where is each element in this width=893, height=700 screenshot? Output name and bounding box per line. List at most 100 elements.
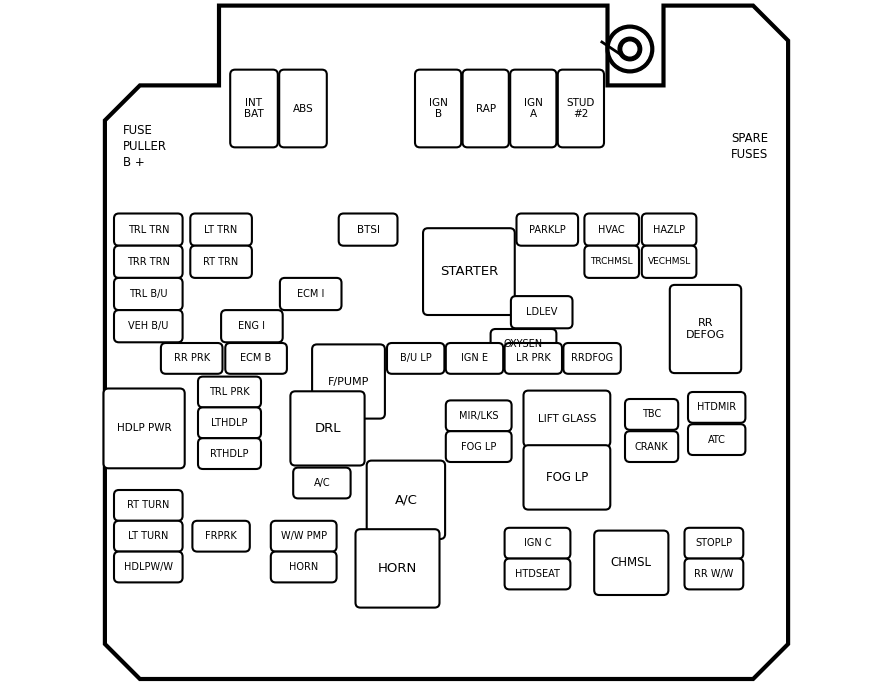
Text: LT TRN: LT TRN [204,225,238,235]
FancyBboxPatch shape [338,214,397,246]
Text: STOPLP: STOPLP [696,538,732,548]
FancyBboxPatch shape [688,392,746,423]
Text: FOG LP: FOG LP [546,471,588,484]
FancyBboxPatch shape [446,400,512,431]
FancyBboxPatch shape [563,343,621,374]
Text: BTSI: BTSI [356,225,380,235]
Text: DRL: DRL [314,422,341,435]
Text: TRR TRN: TRR TRN [127,257,170,267]
Text: HDLPW/W: HDLPW/W [124,562,173,572]
FancyBboxPatch shape [558,69,604,148]
Text: TRL TRN: TRL TRN [128,225,169,235]
Text: ECM I: ECM I [297,289,324,299]
Text: LTHDLP: LTHDLP [212,418,247,428]
Text: STARTER: STARTER [439,265,498,278]
Text: W/W PMP: W/W PMP [280,531,327,541]
FancyBboxPatch shape [510,69,556,148]
FancyBboxPatch shape [293,468,351,498]
Text: LR PRK: LR PRK [516,354,551,363]
FancyBboxPatch shape [221,310,283,342]
Text: PARKLP: PARKLP [529,225,565,235]
Circle shape [606,25,654,73]
Text: RT TURN: RT TURN [127,500,170,510]
Text: FUSE
PULLER
B +: FUSE PULLER B + [123,125,167,169]
FancyBboxPatch shape [523,445,610,510]
FancyBboxPatch shape [290,391,364,466]
FancyBboxPatch shape [271,552,337,582]
FancyBboxPatch shape [584,214,639,246]
FancyBboxPatch shape [225,343,287,374]
FancyBboxPatch shape [114,552,182,582]
Text: LT TURN: LT TURN [128,531,169,541]
FancyBboxPatch shape [594,531,668,595]
FancyBboxPatch shape [490,329,556,360]
Text: IGN C: IGN C [523,538,551,548]
Text: TRCHMSL: TRCHMSL [590,258,633,266]
Text: FOG LP: FOG LP [461,442,497,452]
FancyBboxPatch shape [104,389,185,468]
FancyBboxPatch shape [423,228,514,315]
FancyBboxPatch shape [190,246,252,278]
Text: HTDMIR: HTDMIR [697,402,736,412]
Text: LDLEV: LDLEV [526,307,557,317]
Text: SPARE
FUSES: SPARE FUSES [731,132,769,162]
Text: HORN: HORN [378,562,417,575]
FancyBboxPatch shape [642,214,697,246]
Text: RT TRN: RT TRN [204,257,238,267]
Text: IGN
B: IGN B [429,98,447,119]
FancyBboxPatch shape [688,424,746,455]
FancyBboxPatch shape [446,431,512,462]
Text: MIR/LKS: MIR/LKS [459,411,498,421]
FancyBboxPatch shape [463,69,509,148]
Text: INT
BAT: INT BAT [244,98,263,119]
FancyBboxPatch shape [190,214,252,246]
PathPatch shape [104,6,789,679]
Circle shape [610,29,649,69]
FancyBboxPatch shape [516,214,578,246]
FancyBboxPatch shape [114,278,182,310]
FancyBboxPatch shape [114,246,182,278]
Text: HTDSEAT: HTDSEAT [515,569,560,579]
FancyBboxPatch shape [625,431,678,462]
Text: TRL PRK: TRL PRK [209,387,250,397]
Text: F/PUMP: F/PUMP [328,377,369,386]
Text: ENG I: ENG I [238,321,265,331]
FancyBboxPatch shape [446,343,503,374]
FancyBboxPatch shape [685,528,743,559]
Circle shape [623,42,637,56]
FancyBboxPatch shape [280,69,327,148]
FancyBboxPatch shape [584,246,639,278]
FancyBboxPatch shape [511,296,572,328]
Text: RTHDLP: RTHDLP [210,449,249,458]
Text: RAP: RAP [476,104,496,113]
FancyBboxPatch shape [230,69,278,148]
FancyBboxPatch shape [114,214,182,246]
Text: HORN: HORN [289,562,318,572]
Text: TRL B/U: TRL B/U [129,289,168,299]
Text: A/C: A/C [395,494,417,506]
FancyBboxPatch shape [505,559,571,589]
FancyBboxPatch shape [198,407,261,438]
Text: VECHMSL: VECHMSL [647,258,690,266]
FancyBboxPatch shape [415,69,461,148]
Text: RR W/W: RR W/W [694,569,733,579]
FancyBboxPatch shape [192,521,250,552]
FancyBboxPatch shape [625,399,678,430]
FancyBboxPatch shape [355,529,439,608]
Text: VEH B/U: VEH B/U [128,321,169,331]
FancyBboxPatch shape [198,438,261,469]
FancyBboxPatch shape [271,521,337,552]
Text: RR PRK: RR PRK [173,354,210,363]
FancyBboxPatch shape [161,343,222,374]
FancyBboxPatch shape [685,559,743,589]
FancyBboxPatch shape [114,490,182,521]
Text: IGN E: IGN E [461,354,488,363]
Text: HDLP PWR: HDLP PWR [117,424,171,433]
FancyBboxPatch shape [312,344,385,419]
Text: OXYSEN: OXYSEN [504,340,543,349]
FancyBboxPatch shape [114,521,182,552]
Text: ECM B: ECM B [240,354,271,363]
FancyBboxPatch shape [505,528,571,559]
Text: STUD
#2: STUD #2 [567,98,595,119]
FancyBboxPatch shape [387,343,445,374]
